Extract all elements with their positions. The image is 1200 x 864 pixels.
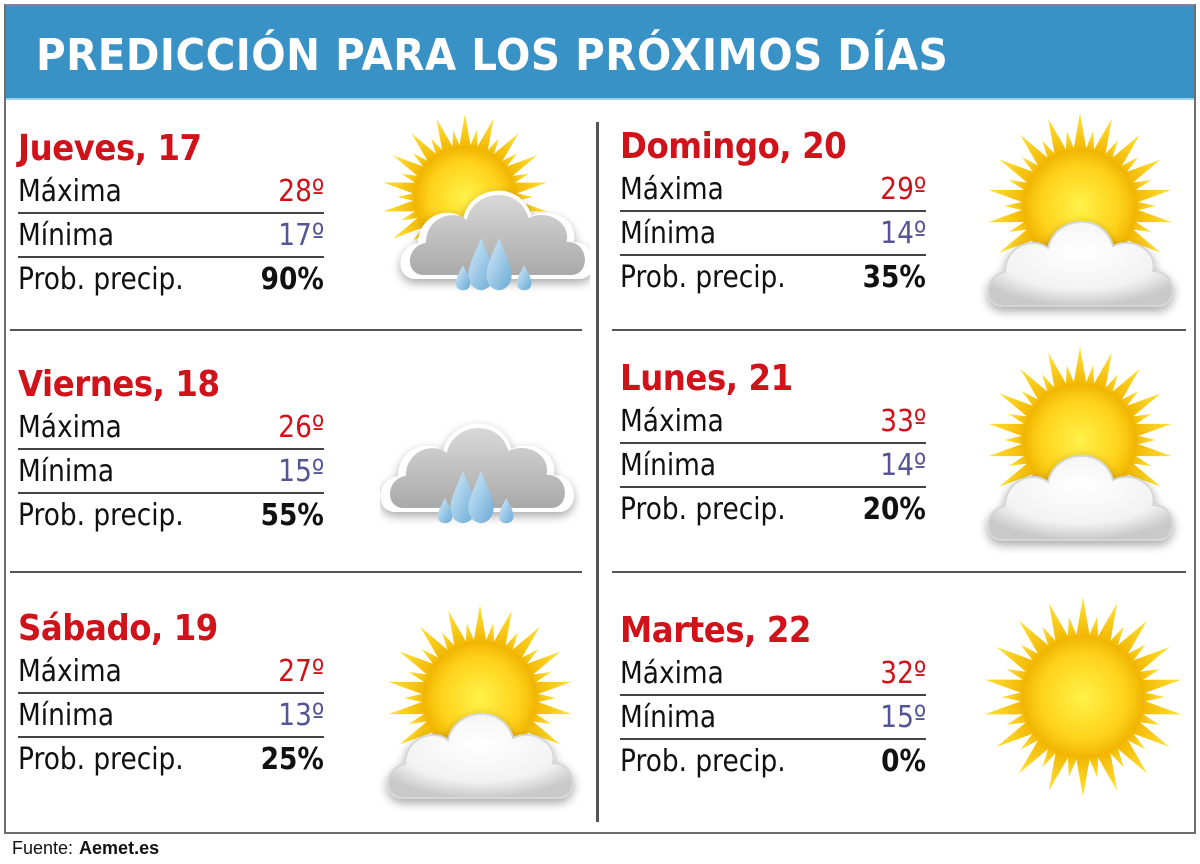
min-value: 15º: [277, 454, 324, 489]
day-card-sabado: Sábado, 19 Máxima 27º Mínima 13º Prob. pre…: [18, 608, 324, 780]
max-label: Máxima: [18, 174, 122, 209]
day-title: Martes, 22: [620, 610, 812, 651]
cloud-rain-icon: [380, 423, 574, 524]
prob-label: Prob. precip.: [620, 492, 786, 527]
sun-icon: [983, 597, 1183, 797]
day-card-lunes: Lunes, 21 Máxima 33º Mínima 14º Prob. prec…: [620, 358, 926, 530]
min-label: Mínima: [620, 700, 717, 735]
min-row: Mínima 15º: [620, 696, 926, 740]
prob-row: Prob. precip. 0%: [620, 740, 926, 782]
max-row: Máxima 33º: [620, 400, 926, 444]
prob-value: 90%: [260, 262, 324, 297]
day-title: Lunes, 21: [620, 358, 793, 399]
min-row: Mínima 14º: [620, 444, 926, 488]
sun-cloud-icon: [987, 112, 1174, 307]
day-title: Jueves, 17: [18, 128, 202, 169]
max-row: Máxima 27º: [18, 650, 324, 694]
prob-label: Prob. precip.: [18, 498, 184, 533]
page-title: PREDICCIÓN PARA LOS PRÓXIMOS DÍAS: [36, 30, 949, 81]
max-row: Máxima 32º: [620, 652, 926, 696]
min-row: Mínima 14º: [620, 212, 926, 256]
source-label: Fuente:: [12, 838, 74, 858]
max-label: Máxima: [620, 656, 724, 691]
max-label: Máxima: [620, 172, 724, 207]
min-value: 15º: [879, 700, 926, 735]
max-value: 33º: [879, 404, 926, 439]
row-divider: [612, 329, 1186, 331]
max-label: Máxima: [620, 404, 724, 439]
day-card-martes: Martes, 22 Máxima 32º Mínima 15º Prob. pre…: [620, 610, 926, 782]
min-row: Mínima 15º: [18, 450, 324, 494]
row-divider: [612, 571, 1186, 573]
day-card-domingo: Domingo, 20 Máxima 29º Mínima 14º Prob. pr…: [620, 126, 926, 298]
max-value: 32º: [879, 656, 926, 691]
sun-cloud-icon: [987, 346, 1174, 541]
max-value: 29º: [879, 172, 926, 207]
prob-value: 0%: [881, 744, 926, 779]
day-title: Viernes, 18: [18, 364, 220, 405]
min-value: 14º: [879, 448, 926, 483]
prob-row: Prob. precip. 20%: [620, 488, 926, 530]
min-label: Mínima: [18, 218, 115, 253]
prob-value: 25%: [260, 742, 324, 777]
min-value: 14º: [879, 216, 926, 251]
max-row: Máxima 28º: [18, 170, 324, 214]
max-label: Máxima: [18, 654, 122, 689]
row-divider: [10, 329, 582, 331]
day-title: Domingo, 20: [620, 126, 847, 167]
prob-row: Prob. precip. 35%: [620, 256, 926, 298]
prob-label: Prob. precip.: [18, 262, 184, 297]
min-row: Mínima 13º: [18, 694, 324, 738]
sun-cloud-rain-icon: [381, 113, 590, 291]
source-name: Aemet.es: [79, 838, 160, 858]
day-title: Sábado, 19: [18, 608, 218, 649]
prob-row: Prob. precip. 90%: [18, 258, 324, 300]
prob-row: Prob. precip. 25%: [18, 738, 324, 780]
infographic-frame: [4, 4, 1196, 834]
prob-label: Prob. precip.: [620, 744, 786, 779]
prob-label: Prob. precip.: [620, 260, 786, 295]
prob-value: 35%: [862, 260, 926, 295]
min-value: 13º: [277, 698, 324, 733]
prob-value: 55%: [260, 498, 324, 533]
day-card-viernes: Viernes, 18 Máxima 26º Mínima 15º Prob. pr…: [18, 364, 324, 536]
min-label: Mínima: [18, 698, 115, 733]
max-row: Máxima 29º: [620, 168, 926, 212]
min-value: 17º: [277, 218, 324, 253]
row-divider: [10, 571, 582, 573]
max-value: 26º: [277, 410, 324, 445]
max-value: 27º: [277, 654, 324, 689]
max-label: Máxima: [18, 410, 122, 445]
min-label: Mínima: [620, 216, 717, 251]
prob-value: 20%: [862, 492, 926, 527]
max-row: Máxima 26º: [18, 406, 324, 450]
column-divider: [596, 122, 599, 822]
min-label: Mínima: [620, 448, 717, 483]
source-footer: Fuente: Aemet.es: [12, 838, 159, 859]
min-row: Mínima 17º: [18, 214, 324, 258]
prob-row: Prob. precip. 55%: [18, 494, 324, 536]
header-bar: PREDICCIÓN PARA LOS PRÓXIMOS DÍAS: [6, 6, 1194, 100]
day-card-jueves: Jueves, 17 Máxima 28º Mínima 17º Prob. pre…: [18, 128, 324, 300]
max-value: 28º: [277, 174, 324, 209]
sun-cloud-icon: [387, 604, 574, 799]
prob-label: Prob. precip.: [18, 742, 184, 777]
min-label: Mínima: [18, 454, 115, 489]
